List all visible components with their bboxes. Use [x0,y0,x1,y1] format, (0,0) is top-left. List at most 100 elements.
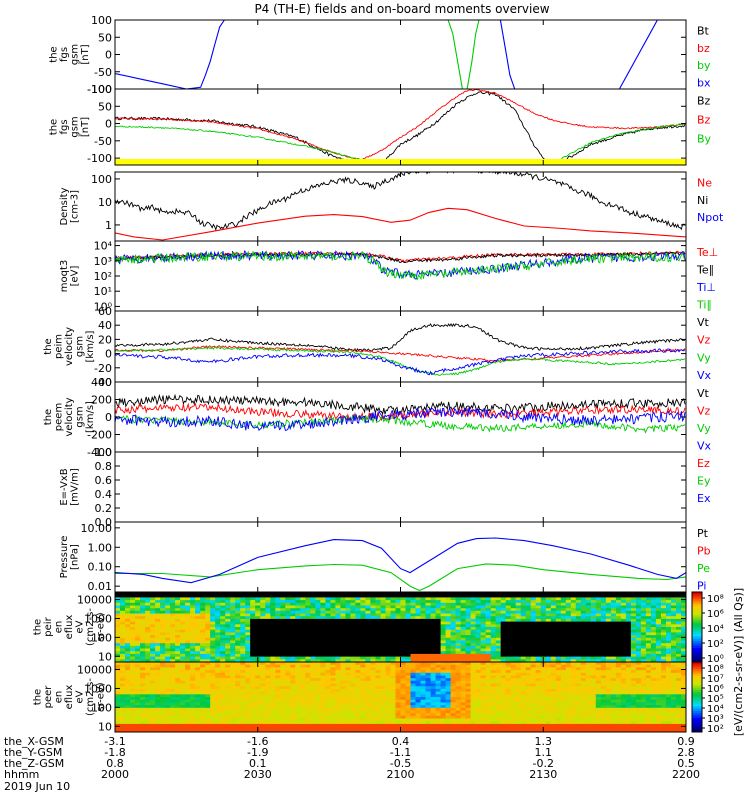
spectrogram-cell [405,632,412,636]
spectrogram-cell [220,672,226,677]
spectrogram-cell [570,629,577,633]
spectrogram-cell [245,648,251,652]
spectrogram-cell [300,605,306,609]
spectrogram-cell [605,635,612,639]
spectrogram-cell [390,683,397,687]
spectrogram-cell [265,662,271,666]
spectrogram-cell [150,678,156,682]
spectrogram-cell [235,627,241,631]
spectrogram-cell [340,629,346,633]
spectrogram-cell [590,651,597,655]
spectrogram-cell [595,653,602,658]
spectrogram-cell [155,608,161,612]
spectrogram-cell [265,651,271,655]
spectrogram-cell [540,600,547,604]
spectrogram-cell [125,705,131,709]
spectrogram-cell [595,613,602,617]
spectrogram-cell [600,635,607,639]
spectrogram-cell [275,694,281,698]
spectrogram-cell [130,680,136,685]
spectrogram-cell [655,624,662,628]
spectrogram-cell [145,686,151,690]
spectrogram-cell [425,597,432,601]
spectrogram-cell [230,710,236,714]
spectrogram-cell [425,680,432,685]
spectrogram-cell [135,610,141,615]
spectrogram-cell [645,645,652,650]
spectrogram-cell [380,710,387,714]
spectrogram-cell [365,723,371,728]
y-tick-label: 0 [105,348,112,361]
spectrogram-cell [460,608,467,612]
spectrogram-cell [405,627,412,631]
spectrogram-cell [160,729,166,732]
spectrogram-cell [395,691,402,695]
spectrogram-cell [410,613,417,617]
spectrogram-cell [681,608,686,612]
spectrogram-cell [620,645,627,650]
spectrogram-cell [505,618,512,623]
spectrogram-cell [300,608,306,612]
spectrogram-cell [420,643,427,647]
spectrogram-cell [285,645,291,650]
spectrogram-cell [350,627,356,631]
spectrogram-cell [200,667,206,671]
spectrogram-cell [610,618,617,623]
spectrogram-cell [645,605,652,609]
y-tick-label: 10¹ [94,285,112,298]
spectrogram-cell [225,608,231,612]
spectrogram-cell [570,624,577,628]
spectrogram-cell [400,624,407,628]
spectrogram-cell [310,594,316,598]
spectrogram-cell [400,597,407,601]
spectrogram-cell [370,726,376,730]
spectrogram-cell [360,672,366,677]
spectrogram-cell [370,627,376,631]
spectrogram-cell [295,667,301,671]
spectrogram-cell [120,699,126,703]
spectrogram-cell [460,618,467,623]
spectrogram-cell [295,723,301,728]
spectrogram-cell [645,600,652,604]
spectrogram-cell [155,729,161,732]
spectrogram-cell [280,721,286,725]
spectrogram-cell [165,645,171,650]
spectrogram-cell [165,643,171,647]
spectrogram-cell [435,608,442,612]
spectrogram-cell [525,643,532,647]
spectrogram-cell [240,602,246,607]
spectrogram-cell [681,635,686,639]
spectrogram-cell [175,651,181,655]
spectrogram-cell [360,726,366,730]
spectrogram-cell [230,694,236,698]
spectrogram-cell [325,618,331,623]
spectrogram-cell [175,723,181,728]
spectrogram-cell [525,602,532,607]
spectrogram-cell [150,691,156,695]
spectrogram-cell [140,643,146,647]
spectrogram-cell [620,597,627,601]
spectrogram-cell [200,610,206,615]
spectrogram-cell [420,608,427,612]
spectrogram-cell [420,618,427,623]
spectrogram-cell [250,721,256,725]
spectrogram-cell [375,621,382,625]
spectrogram-cell [315,675,321,679]
spectrogram-cell [315,624,321,628]
spectrogram-cell [310,705,316,709]
spectrogram-cell [485,637,492,642]
spectrogram-cell [115,605,121,609]
spectrogram-cell [390,648,397,652]
spectrogram-cell [285,662,291,666]
spectrogram-cell [295,651,301,655]
spectrogram-cell [661,602,667,607]
spectrogram-cell [235,662,241,666]
spectrogram-cell [310,648,316,652]
spectrogram-cell [360,683,366,687]
spectrogram-cell [160,697,166,701]
spectrogram-cell [420,678,427,682]
spectrogram-cell [175,600,181,604]
spectrogram-cell [515,640,522,644]
spectrogram-cell [255,640,261,644]
